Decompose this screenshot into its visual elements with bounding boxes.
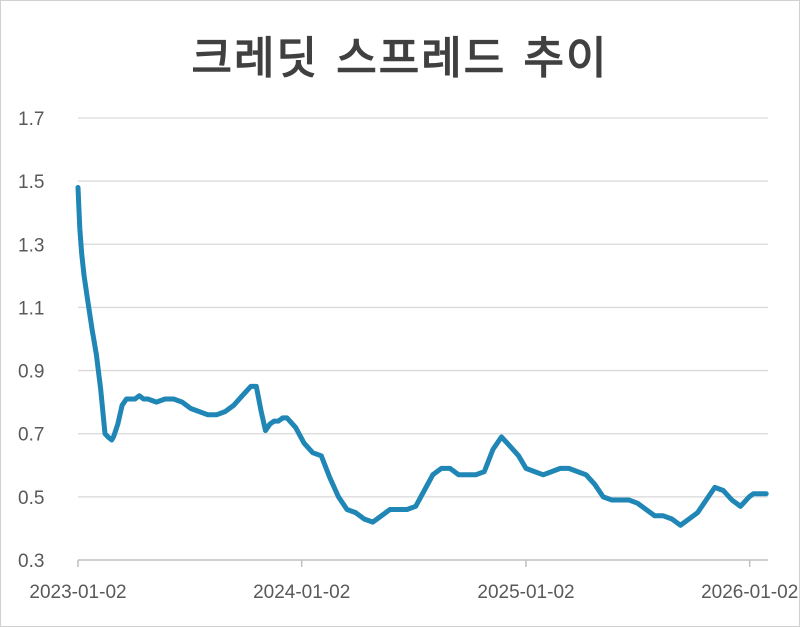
gridlines [78,117,768,498]
chart-title: 크레딧 스프레드 추이 [191,33,609,84]
y-tick-label: 1.1 [18,298,44,319]
x-tick-label: 2023-01-02 [29,582,126,603]
x-tick-label: 2025-01-02 [477,582,574,603]
y-axis-ticks: 0.3 0.5 0.7 0.9 1.1 1.3 1.5 1.7 [18,109,44,572]
y-tick-label: 0.9 [18,362,44,383]
y-tick-label: 1.3 [18,235,44,256]
x-axis-ticks: 2023-01-02 2024-01-02 2025-01-02 2026-01-02 [29,560,798,603]
y-tick-label: 0.7 [18,425,44,446]
y-tick-label: 0.3 [18,551,44,572]
y-tick-label: 1.5 [18,172,44,193]
y-tick-label: 1.7 [18,109,44,130]
x-tick-label: 2026-01-02 [701,582,798,603]
x-tick-label: 2024-01-02 [253,582,350,603]
series-line [75,185,769,528]
y-tick-label: 0.5 [18,488,44,509]
